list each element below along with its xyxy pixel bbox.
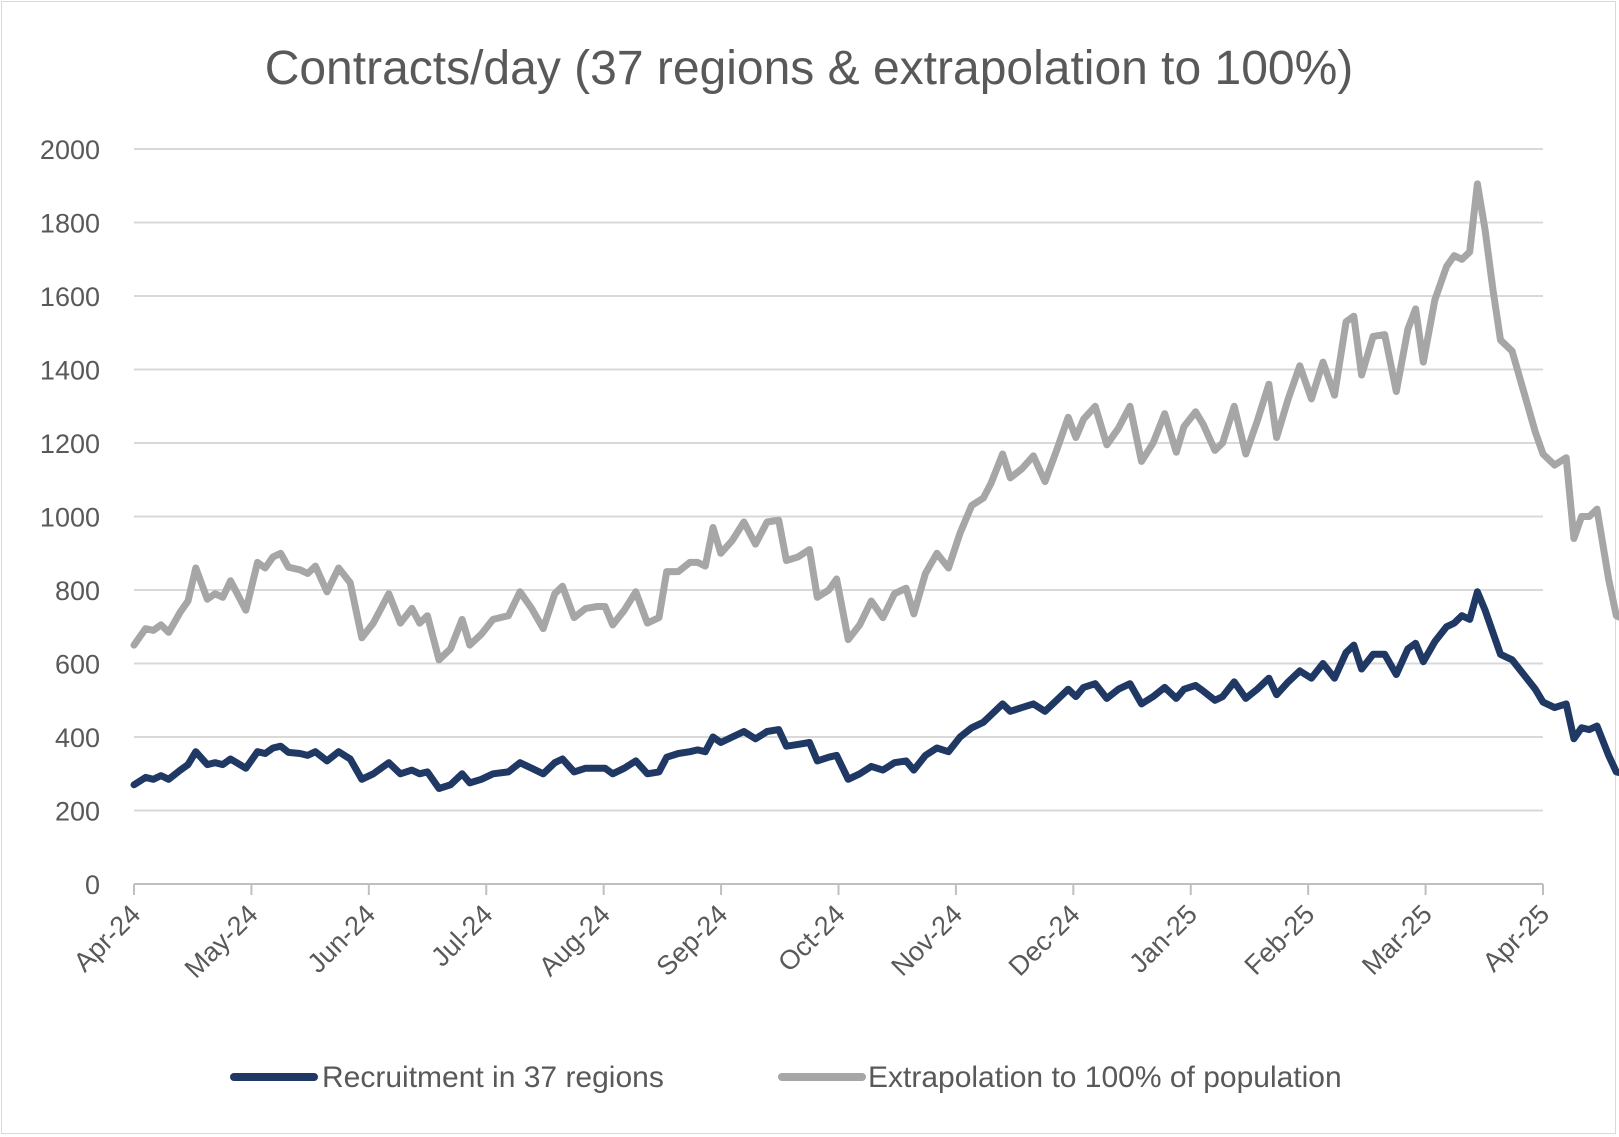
y-tick-label: 1200 — [40, 429, 100, 459]
x-tick-label: Jun-24 — [301, 899, 381, 979]
y-tick-label: 0 — [85, 870, 100, 900]
series-line-0 — [130, 588, 1619, 792]
y-tick-label: 1600 — [40, 282, 100, 312]
x-tick-label: Aug-24 — [533, 899, 616, 982]
series-line-1 — [130, 180, 1619, 664]
x-tick-label: Mar-25 — [1356, 899, 1438, 981]
y-tick-label: 1400 — [40, 356, 100, 386]
legend-label-extrapolation: Extrapolation to 100% of population — [868, 1061, 1342, 1094]
x-tick-label: Sep-24 — [651, 899, 734, 982]
y-tick-label: 600 — [55, 650, 100, 680]
y-tick-label: 2000 — [40, 135, 100, 165]
gridlines — [134, 148, 1543, 812]
x-axis: Apr-24 May-24 Jun-24 Jul-24 Aug-24 Sep-24 Oct-… — [68, 883, 1556, 984]
y-tick-label: 1000 — [40, 503, 100, 533]
y-tick-label: 400 — [55, 723, 100, 753]
legend: Recruitment in 37 regions Extrapolation … — [230, 1061, 1342, 1094]
x-tick-label: Feb-25 — [1239, 899, 1321, 981]
x-tick-label: Apr-25 — [1477, 899, 1556, 978]
y-axis-ticks: 0 200 400 600 800 1000 1200 1400 1600 1800 2000 — [40, 135, 100, 900]
x-tick-label: Apr-24 — [68, 899, 147, 978]
x-tick-label: Dec-24 — [1003, 899, 1086, 982]
x-tick-label: Jan-25 — [1123, 899, 1203, 979]
y-tick-label: 1800 — [40, 209, 100, 239]
series-lines — [130, 180, 1619, 792]
y-tick-label: 200 — [55, 797, 100, 827]
legend-label-recruitment: Recruitment in 37 regions — [322, 1061, 664, 1094]
chart-title: Contracts/day (37 regions & extrapolatio… — [265, 42, 1354, 95]
x-tick-label: May-24 — [179, 899, 264, 984]
x-tick-label: Oct-24 — [772, 899, 851, 978]
x-tick-label: Nov-24 — [885, 899, 968, 982]
y-tick-label: 800 — [55, 576, 100, 606]
x-tick-label: Jul-24 — [425, 899, 498, 972]
